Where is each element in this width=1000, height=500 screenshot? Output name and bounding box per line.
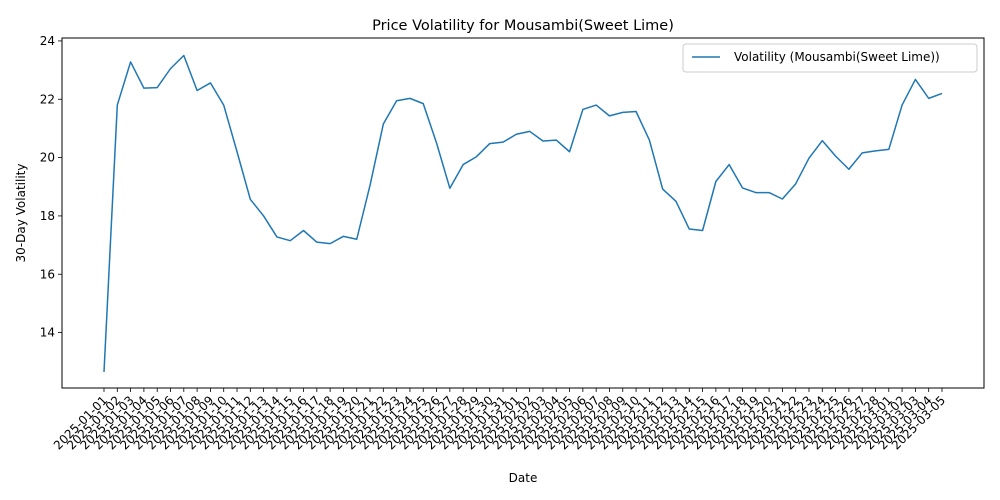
y-tick-label: 20 bbox=[40, 151, 55, 165]
y-axis-title: 30-Day Volatility bbox=[14, 164, 28, 263]
y-tick-label: 18 bbox=[40, 209, 55, 223]
legend-label: Volatility (Mousambi(Sweet Lime)) bbox=[734, 50, 940, 64]
chart-title: Price Volatility for Mousambi(Sweet Lime… bbox=[372, 18, 674, 34]
y-tick-label: 16 bbox=[40, 267, 55, 281]
y-tick-label: 22 bbox=[40, 92, 55, 106]
series-line-0 bbox=[103, 54, 943, 372]
x-axis-title: Date bbox=[509, 471, 538, 485]
plot-area-frame bbox=[61, 37, 985, 389]
y-tick-label: 24 bbox=[40, 34, 55, 48]
series-layer bbox=[103, 54, 943, 372]
legend-frame bbox=[682, 43, 978, 73]
y-axis-ticks: 14 16 18 20 22 24 bbox=[40, 34, 62, 340]
y-tick-label: 14 bbox=[40, 326, 55, 340]
legend: Volatility (Mousambi(Sweet Lime)) bbox=[682, 43, 978, 73]
x-axis-ticks: 2025-01-012025-01-022025-01-032025-01-04… bbox=[51, 388, 948, 452]
